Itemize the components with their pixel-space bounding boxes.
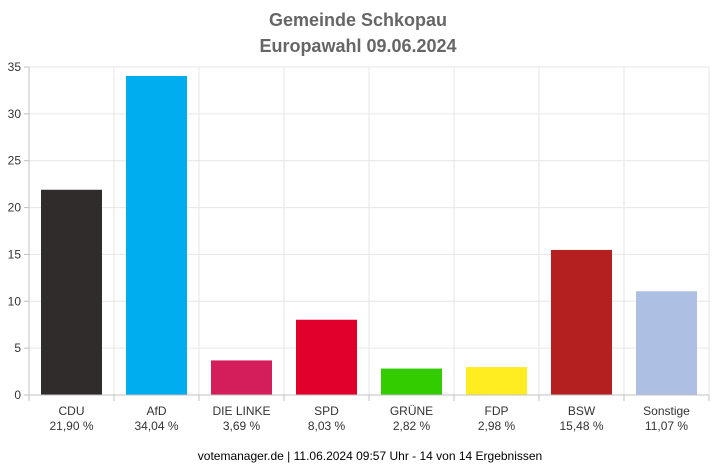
value-label: 3,69 % [223,419,261,433]
bar-die-linke [211,360,272,395]
value-label: 21,90 % [49,419,93,433]
chart-footer: votemanager.de | 11.06.2024 09:57 Uhr - … [198,449,542,463]
value-label: 34,04 % [134,419,178,433]
bar-bsw [551,249,612,395]
chart-title: Gemeinde Schkopau [269,10,447,30]
y-tick-label: 25 [8,154,22,168]
category-label: AfD [146,404,166,418]
chart-subtitle: Europawahl 09.06.2024 [259,36,456,56]
category-label: FDP [485,404,509,418]
bar-sonstige [636,291,697,395]
category-label: SPD [314,404,339,418]
category-label: BSW [568,404,596,418]
bars [41,75,697,395]
value-label: 11,07 % [645,419,688,433]
category-label: CDU [59,404,85,418]
value-label: 8,03 % [308,419,346,433]
category-label: DIE LINKE [212,404,270,418]
y-tick-label: 20 [8,201,22,215]
bar-spd [296,319,357,395]
bar-cdu [41,189,102,395]
y-tick-label: 30 [8,107,22,121]
y-tick-label: 15 [8,247,22,261]
value-label: 2,82 % [393,419,431,433]
bar-fdp [466,367,527,395]
category-label: Sonstige [643,404,690,418]
y-tick-label: 5 [14,341,21,355]
x-axis [28,67,710,401]
value-label: 15,48 % [559,419,603,433]
y-axis-ticks: 0 5 10 15 20 25 30 35 [8,60,29,402]
y-tick-label: 35 [8,60,22,74]
bar-grüne [381,368,442,395]
value-label: 2,98 % [478,419,516,433]
y-tick-label: 0 [14,388,21,402]
bar-afd [126,75,187,395]
y-tick-label: 10 [8,294,22,308]
category-label: GRÜNE [390,404,433,418]
